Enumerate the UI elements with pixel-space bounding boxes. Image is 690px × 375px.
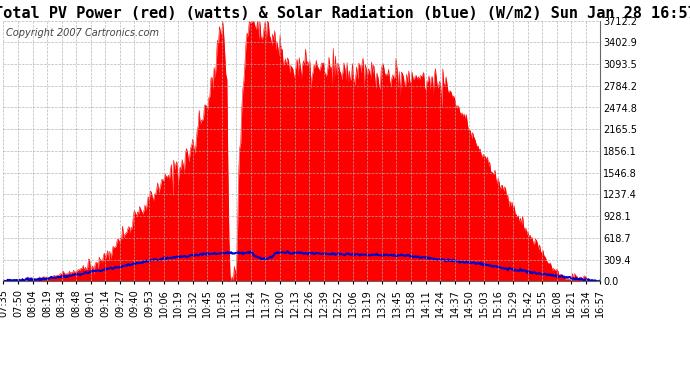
Text: Copyright 2007 Cartronics.com: Copyright 2007 Cartronics.com bbox=[6, 28, 159, 39]
Text: Total PV Power (red) (watts) & Solar Radiation (blue) (W/m2) Sun Jan 28 16:57: Total PV Power (red) (watts) & Solar Rad… bbox=[0, 6, 690, 21]
